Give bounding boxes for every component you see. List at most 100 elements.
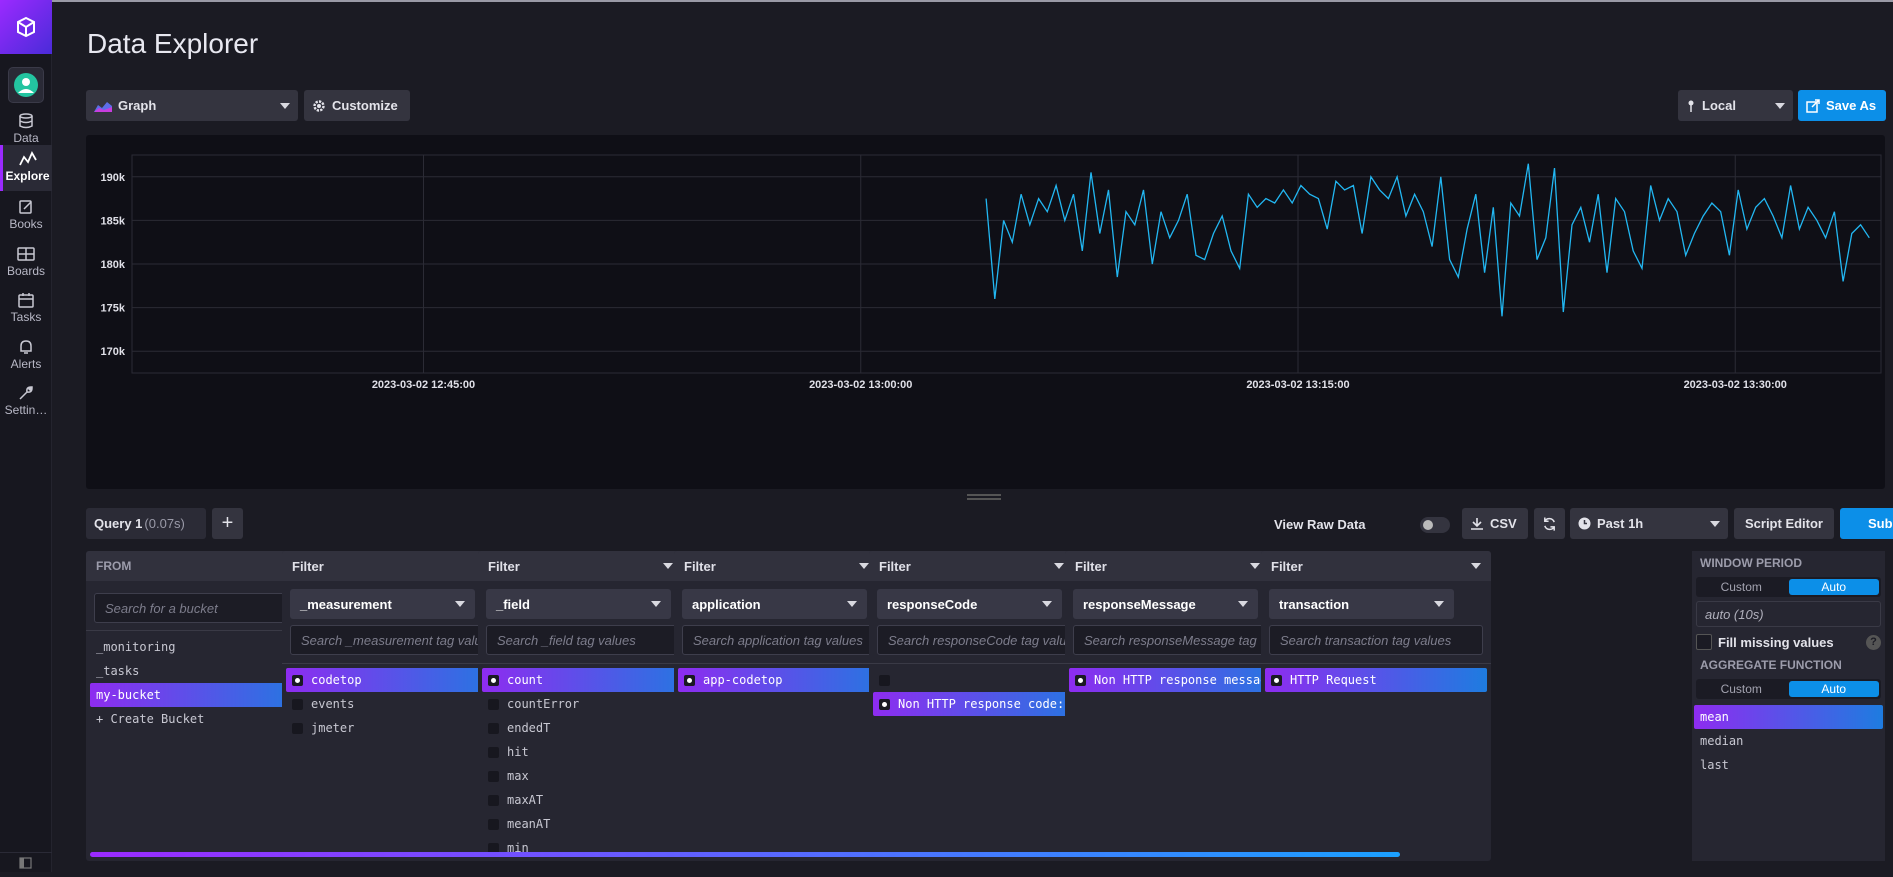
save-as-button[interactable]: Save As xyxy=(1798,90,1886,121)
nav-books[interactable]: Books xyxy=(0,193,52,245)
tag-search-input[interactable]: Search transaction tag values xyxy=(1269,625,1483,655)
tag-value-item[interactable]: max xyxy=(478,764,708,788)
fill-missing-checkbox[interactable] xyxy=(1696,634,1712,650)
nav-boards[interactable]: Boards xyxy=(0,240,52,292)
checkbox[interactable] xyxy=(488,770,499,782)
window-period-input[interactable]: auto (10s) xyxy=(1696,601,1881,627)
tag-value-item[interactable]: count xyxy=(482,668,704,692)
checkbox[interactable] xyxy=(879,674,890,686)
nav-alerts[interactable]: Alerts xyxy=(0,333,52,385)
tag-value-item[interactable]: min xyxy=(478,836,708,860)
nav-tasks[interactable]: Tasks xyxy=(0,286,52,338)
aggregate-function-last[interactable]: last xyxy=(1700,758,1729,772)
filter-key-dropdown[interactable]: responseCode xyxy=(877,589,1062,619)
script-editor-button[interactable]: Script Editor xyxy=(1734,508,1834,539)
filter-key-label: transaction xyxy=(1279,596,1350,612)
checkbox[interactable] xyxy=(488,674,499,686)
filter-key-dropdown[interactable]: transaction xyxy=(1269,589,1454,619)
checkbox[interactable] xyxy=(488,722,499,734)
window-custom-option[interactable]: Custom xyxy=(1720,580,1762,594)
tag-value-item[interactable]: endedT xyxy=(478,716,708,740)
aggregate-function-mean[interactable]: mean xyxy=(1694,705,1883,729)
tag-value-item[interactable]: countError xyxy=(478,692,708,716)
checkbox[interactable] xyxy=(488,746,499,758)
collapse-sidebar-button[interactable] xyxy=(0,852,52,872)
bell-icon xyxy=(20,340,32,354)
refresh-button[interactable] xyxy=(1534,508,1565,539)
influx-logo[interactable] xyxy=(0,0,52,54)
chevron-down-icon[interactable] xyxy=(662,563,673,569)
view-raw-data-toggle[interactable] xyxy=(1420,517,1450,533)
chevron-down-icon[interactable] xyxy=(1053,563,1064,569)
checkbox[interactable] xyxy=(879,698,890,710)
tag-search-input[interactable]: Search responseCode tag values xyxy=(877,625,1091,655)
tag-value-item[interactable]: events xyxy=(282,692,512,716)
line-chart[interactable]: 170k 175k 180k 185k 190k 2023-03-02 12:45:00 2… xyxy=(86,135,1885,489)
chevron-down-icon[interactable] xyxy=(1249,563,1260,569)
create-bucket-link[interactable]: + Create Bucket xyxy=(96,712,205,726)
checkbox[interactable] xyxy=(488,794,499,806)
bucket-item[interactable]: _monitoring xyxy=(96,640,176,654)
checkbox[interactable] xyxy=(488,818,499,830)
filter-key-dropdown[interactable]: application xyxy=(682,589,867,619)
time-range-dropdown[interactable]: Past 1h xyxy=(1570,508,1728,539)
tag-search-input[interactable]: Search _field tag values xyxy=(486,625,700,655)
timezone-dropdown[interactable]: Local xyxy=(1678,90,1793,121)
checkbox[interactable] xyxy=(292,722,303,734)
filter-key-dropdown[interactable]: _measurement xyxy=(290,589,475,619)
bucket-search-input[interactable]: Search for a bucket xyxy=(94,593,304,623)
visualization-type-dropdown[interactable]: Graph xyxy=(86,90,298,121)
aggregate-custom-option[interactable]: Custom xyxy=(1720,682,1762,696)
customize-button[interactable]: Customize xyxy=(304,90,410,121)
graph-panel[interactable]: 170k 175k 180k 185k 190k 2023-03-02 12:45:00 2… xyxy=(86,135,1885,489)
filter-key-dropdown[interactable]: responseMessage xyxy=(1073,589,1258,619)
tag-search-input[interactable]: Search _measurement tag values xyxy=(290,625,504,655)
tag-value-item[interactable]: hit xyxy=(478,740,708,764)
checkbox[interactable] xyxy=(488,842,499,854)
tag-value-item[interactable] xyxy=(869,668,1099,692)
aggregate-function-median[interactable]: median xyxy=(1700,734,1744,748)
checkbox[interactable] xyxy=(684,674,695,686)
bucket-item-selected[interactable]: my-bucket xyxy=(90,683,312,707)
checkbox[interactable] xyxy=(292,698,303,710)
tag-value-item[interactable]: codetop xyxy=(286,668,508,692)
checkbox[interactable] xyxy=(292,674,303,686)
help-icon[interactable]: ? xyxy=(1866,634,1881,650)
download-icon xyxy=(1471,517,1483,530)
checkbox[interactable] xyxy=(1075,674,1086,686)
tag-value-label: Non HTTP response message… xyxy=(1094,673,1282,687)
chevron-down-icon xyxy=(1042,601,1052,607)
filter-header-label: Filter xyxy=(1075,558,1107,574)
nav-data[interactable]: Data xyxy=(0,107,52,159)
aggregate-auto-option[interactable]: Auto xyxy=(1788,681,1879,697)
nav-settings[interactable]: Settin… xyxy=(0,379,52,431)
tag-search-input[interactable]: Search responseMessage tag values xyxy=(1073,625,1287,655)
horizontal-scrollbar[interactable] xyxy=(90,852,1400,857)
add-query-button[interactable]: + xyxy=(212,508,243,539)
x-tick-label: 2023-03-02 12:45:00 xyxy=(372,379,475,391)
submit-button[interactable]: Submit xyxy=(1840,508,1893,539)
chevron-down-icon[interactable] xyxy=(1471,563,1481,569)
tag-value-item[interactable]: maxAT xyxy=(478,788,708,812)
tag-value-item[interactable]: app-codetop xyxy=(678,668,900,692)
tag-value-item[interactable]: Non HTTP response message… xyxy=(1069,668,1291,692)
csv-button[interactable]: CSV xyxy=(1462,508,1528,539)
query-tab[interactable]: Query 1 (0.07s) xyxy=(86,508,206,539)
tag-value-item[interactable]: Non HTTP response code: o… xyxy=(873,692,1095,716)
tag-value-item[interactable]: HTTP Request xyxy=(1265,668,1487,692)
tag-value-label: countError xyxy=(507,697,580,711)
tag-search-input[interactable]: Search application tag values xyxy=(682,625,896,655)
tag-value-item[interactable]: jmeter xyxy=(282,716,512,740)
chevron-down-icon[interactable] xyxy=(858,563,869,569)
user-avatar[interactable] xyxy=(8,67,44,103)
refresh-icon xyxy=(1544,516,1555,531)
resize-handle[interactable] xyxy=(967,494,1001,500)
checkbox[interactable] xyxy=(1271,674,1282,686)
window-auto-option[interactable]: Auto xyxy=(1788,579,1879,595)
checkbox[interactable] xyxy=(488,698,499,710)
filter-key-dropdown[interactable]: _field xyxy=(486,589,671,619)
tag-value-item[interactable]: meanAT xyxy=(478,812,708,836)
query-time: (0.07s) xyxy=(144,516,185,531)
bucket-item[interactable]: _tasks xyxy=(96,664,140,678)
nav-explore[interactable]: Explore xyxy=(0,145,52,191)
